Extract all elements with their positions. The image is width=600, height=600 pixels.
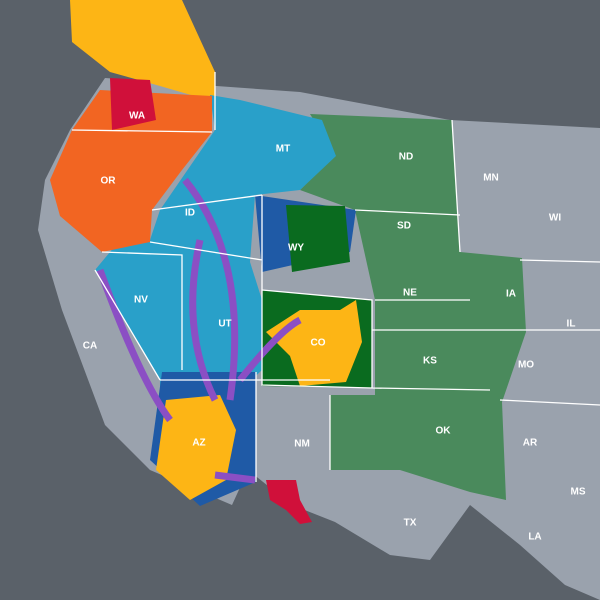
state-label: MS [571,487,586,498]
state-borders [71,72,600,482]
state-label: NE [403,288,417,299]
state-label: WY [288,243,304,254]
wy-core [286,205,350,272]
state-label: ID [185,208,195,219]
state-label: CA [83,341,97,352]
co-core [266,300,362,386]
state-label: MO [518,360,534,371]
state-label: IL [567,319,576,330]
state-label: WI [549,213,561,224]
state-label: NM [294,439,310,450]
state-label: WA [129,111,145,122]
canada-region [70,0,215,102]
state-labels: WA OR MT ND MN ID SD WI WY NV NE IA CA U… [83,111,586,543]
state-label: MT [276,144,290,155]
state-label: ND [399,152,413,163]
state-label: NV [134,295,148,306]
state-label: AR [523,438,538,449]
state-label: LA [528,532,541,543]
state-label: IA [506,289,516,300]
state-label: CO [311,338,326,349]
west-region [95,95,336,430]
nm-region [266,480,312,524]
state-label: OR [101,176,117,187]
state-label: OK [436,426,452,437]
corridor [96,177,302,484]
state-label: MN [483,173,499,184]
state-label: SD [397,221,411,232]
state-label: AZ [192,438,205,449]
state-label: KS [423,356,437,367]
state-label: UT [218,319,231,330]
state-label: TX [404,518,417,529]
wa-region [110,78,156,130]
